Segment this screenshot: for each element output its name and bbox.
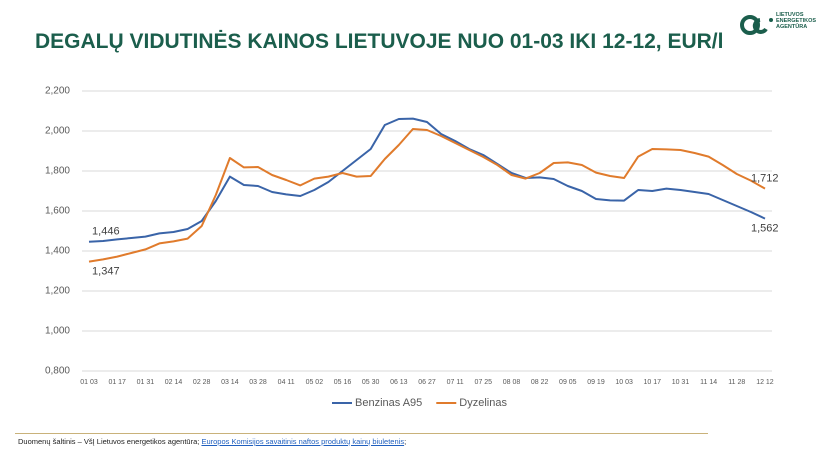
x-tick-label: 03 14 bbox=[221, 379, 239, 386]
data-label: 1,562 bbox=[751, 223, 779, 235]
x-tick-label: 08 22 bbox=[531, 379, 549, 386]
x-tick-label: 01 03 bbox=[80, 379, 98, 386]
footer-rule bbox=[15, 433, 708, 434]
data-label: 1,446 bbox=[92, 226, 120, 238]
x-tick-label: 01 31 bbox=[137, 379, 155, 386]
source-link[interactable]: Europos Komisijos savaitinis naftos prod… bbox=[201, 437, 405, 446]
x-tick-label: 06 13 bbox=[390, 379, 408, 386]
y-tick-label: 1,800 bbox=[45, 166, 70, 177]
x-tick-label: 04 11 bbox=[278, 379, 295, 386]
x-tick-label: 02 28 bbox=[193, 379, 211, 386]
logo bbox=[740, 15, 773, 35]
source: Duomenų šaltinis – VšĮ Lietuvos energeti… bbox=[18, 437, 406, 446]
logo-text: LIETUVOS ENERGETIKOS AGENTŪRA bbox=[776, 12, 816, 30]
data-label: 1,347 bbox=[92, 266, 120, 278]
legend-label: Dyzelinas bbox=[459, 397, 507, 409]
legend-label: Benzinas A95 bbox=[355, 397, 422, 409]
series-line bbox=[88, 128, 766, 263]
x-tick-label: 11 14 bbox=[700, 379, 717, 386]
source-end: ; bbox=[404, 437, 407, 446]
y-tick-label: 2,200 bbox=[45, 86, 70, 97]
logo-line: AGENTŪRA bbox=[776, 24, 808, 30]
x-tick-label: 05 02 bbox=[306, 379, 324, 386]
y-tick-label: 1,600 bbox=[45, 206, 70, 217]
source-text: Duomenų šaltinis – VšĮ Lietuvos energeti… bbox=[18, 437, 200, 446]
data-label: 1,712 bbox=[751, 173, 779, 185]
x-tick-label: 05 30 bbox=[362, 379, 380, 386]
y-tick-label: 1,400 bbox=[45, 246, 70, 257]
logo-line: ENERGETIKOS bbox=[776, 18, 817, 24]
x-tick-label: 10 17 bbox=[644, 379, 662, 386]
series-line bbox=[88, 117, 766, 243]
x-tick-label: 01 17 bbox=[108, 379, 126, 386]
x-tick-label: 03 28 bbox=[249, 379, 267, 386]
y-tick-label: 1,000 bbox=[45, 326, 70, 337]
chart-title: DEGALŲ VIDUTINĖS KAINOS LIETUVOJE NUO 01… bbox=[35, 30, 724, 53]
x-tick-label: 02 14 bbox=[165, 379, 183, 386]
x-tick-label: 08 08 bbox=[503, 379, 521, 386]
x-tick-label: 09 19 bbox=[587, 379, 605, 386]
x-tick-label: 12 12 bbox=[756, 379, 774, 386]
y-tick-label: 1,200 bbox=[45, 286, 70, 297]
x-tick-label: 07 11 bbox=[447, 379, 464, 386]
x-tick-label: 10 03 bbox=[615, 379, 633, 386]
y-tick-label: 0,800 bbox=[45, 366, 70, 377]
x-tick-label: 07 25 bbox=[475, 379, 493, 386]
x-tick-label: 05 16 bbox=[334, 379, 352, 386]
x-tick-label: 11 28 bbox=[728, 379, 745, 386]
y-tick-label: 2,000 bbox=[45, 126, 70, 137]
x-tick-label: 06 27 bbox=[418, 379, 436, 386]
logo-line: LIETUVOS bbox=[776, 12, 804, 18]
x-tick-label: 10 31 bbox=[672, 379, 690, 386]
x-tick-label: 09 05 bbox=[559, 379, 577, 386]
